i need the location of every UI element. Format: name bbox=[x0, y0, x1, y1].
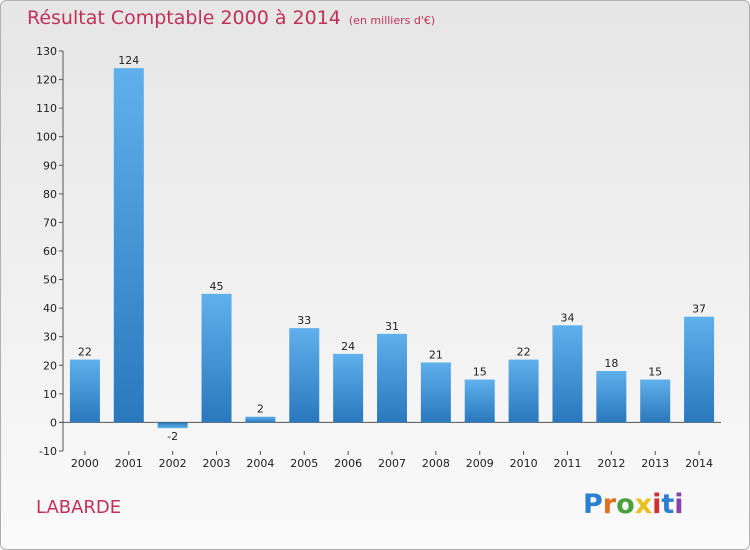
bar bbox=[420, 362, 451, 423]
bar-value-label: 15 bbox=[648, 366, 662, 379]
y-tick-label: 40 bbox=[43, 302, 57, 315]
x-tick-label: 2014 bbox=[685, 457, 713, 470]
bar-value-label: 33 bbox=[297, 314, 311, 327]
y-tick-label: 10 bbox=[43, 388, 57, 401]
bar bbox=[289, 328, 320, 423]
x-tick-label: 2008 bbox=[422, 457, 450, 470]
y-tick-label: 60 bbox=[43, 245, 57, 258]
x-tick-label: 2005 bbox=[290, 457, 318, 470]
bars: 22 124 -2 45 2 33 24 31 21 15 22 34 18 15 37 bbox=[69, 54, 715, 443]
y-tick-label: 120 bbox=[36, 74, 57, 87]
bar bbox=[464, 379, 495, 423]
y-tick-label: 110 bbox=[36, 102, 57, 115]
bar-value-label: 37 bbox=[692, 303, 706, 316]
x-tick-label: 2011 bbox=[553, 457, 581, 470]
bar bbox=[640, 379, 671, 423]
logo-letter: i bbox=[674, 489, 684, 520]
bar bbox=[333, 353, 364, 423]
bar bbox=[684, 316, 715, 423]
bar bbox=[596, 371, 627, 423]
bar bbox=[245, 416, 276, 423]
x-tick-label: 2001 bbox=[115, 457, 143, 470]
chart-subtitle: (en milliers d'€) bbox=[348, 14, 436, 27]
proxiti-logo: Proxiti bbox=[583, 489, 684, 520]
logo-letter: i bbox=[652, 489, 662, 520]
bar bbox=[201, 293, 232, 423]
bar-value-label: 2 bbox=[257, 403, 264, 416]
bar bbox=[157, 422, 188, 429]
y-tick-label: 0 bbox=[50, 416, 57, 429]
bar-value-label: 15 bbox=[473, 366, 487, 379]
commune-name: LABARDE bbox=[36, 497, 122, 518]
y-tick-label: 50 bbox=[43, 274, 57, 287]
bar-value-label: 34 bbox=[560, 311, 574, 324]
x-tick-label: 2004 bbox=[246, 457, 274, 470]
x-tick-label: 2013 bbox=[641, 457, 669, 470]
y-tick-label: 130 bbox=[36, 45, 57, 58]
bar-value-label: 22 bbox=[517, 346, 531, 359]
x-tick-label: 2000 bbox=[71, 457, 99, 470]
bar bbox=[508, 359, 539, 423]
x-tick-label: 2003 bbox=[203, 457, 231, 470]
y-tick-label: 90 bbox=[43, 159, 57, 172]
logo-letter: P bbox=[583, 489, 603, 520]
bar bbox=[69, 359, 100, 423]
y-tick-label: 70 bbox=[43, 216, 57, 229]
y-tick-label: -10 bbox=[39, 445, 57, 458]
logo-letter: t bbox=[661, 489, 675, 520]
y-tick-label: 30 bbox=[43, 331, 57, 344]
x-tick-label: 2012 bbox=[597, 457, 625, 470]
x-tick-label: 2002 bbox=[159, 457, 187, 470]
chart-title: Résultat Comptable 2000 à 2014 (en millie… bbox=[27, 7, 435, 29]
bar-value-label: 18 bbox=[604, 357, 618, 370]
x-tick-label: 2006 bbox=[334, 457, 362, 470]
bar-value-label: -2 bbox=[167, 430, 178, 443]
bar-value-label: 22 bbox=[78, 346, 92, 359]
logo-letter: x bbox=[634, 489, 653, 520]
x-tick-label: 2010 bbox=[510, 457, 538, 470]
bar-value-label: 21 bbox=[429, 348, 443, 361]
y-tick-label: 20 bbox=[43, 359, 57, 372]
chart-title-text: Résultat Comptable 2000 à 2014 bbox=[27, 7, 341, 29]
x-tick-label: 2009 bbox=[466, 457, 494, 470]
y-tick-label: 80 bbox=[43, 188, 57, 201]
bar bbox=[377, 333, 407, 423]
bar-value-label: 24 bbox=[341, 340, 355, 353]
bar bbox=[113, 68, 144, 423]
bar-value-label: 31 bbox=[385, 320, 399, 333]
bar-value-label: 124 bbox=[118, 54, 139, 67]
bar bbox=[552, 325, 583, 423]
logo-letter: o bbox=[616, 489, 635, 520]
bar-value-label: 45 bbox=[210, 280, 224, 293]
y-tick-label: 100 bbox=[36, 131, 57, 144]
logo-letter: r bbox=[602, 489, 617, 520]
x-tick-label: 2007 bbox=[378, 457, 406, 470]
